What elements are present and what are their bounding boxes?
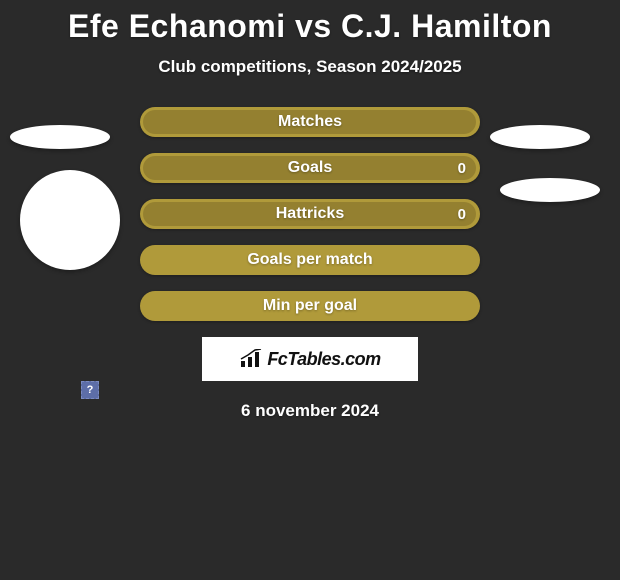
stat-bar: Hattricks 0	[140, 199, 480, 229]
player-left-shadow-1	[10, 125, 110, 149]
page-subtitle: Club competitions, Season 2024/2025	[0, 57, 620, 77]
player-left-avatar-placeholder	[20, 170, 120, 270]
stat-bar-label: Hattricks	[276, 205, 344, 223]
stat-bars: Matches Goals 0 Hattricks 0 Goals per match Mi…	[140, 107, 480, 321]
stat-bar-value: 0	[458, 206, 466, 223]
stat-bar: Matches	[140, 107, 480, 137]
stat-bar-label: Goals	[288, 159, 332, 177]
stat-bar-value: 0	[458, 160, 466, 177]
stat-bar: Min per goal	[140, 291, 480, 321]
stat-bar-label: Min per goal	[263, 297, 357, 315]
page-title: Efe Echanomi vs C.J. Hamilton	[0, 8, 620, 45]
stat-bar: Goals per match	[140, 245, 480, 275]
placeholder-icon	[81, 381, 99, 399]
comparison-card: Efe Echanomi vs C.J. Hamilton Club compe…	[0, 0, 620, 421]
snapshot-date: 6 november 2024	[0, 401, 620, 421]
stat-bar: Goals 0	[140, 153, 480, 183]
site-logo: FcTables.com	[202, 337, 418, 381]
stat-bar-label: Goals per match	[247, 251, 372, 269]
player-right-shadow-2	[500, 178, 600, 202]
logo-text: FcTables.com	[267, 349, 380, 370]
stat-bar-label: Matches	[278, 113, 342, 131]
player-right-shadow-1	[490, 125, 590, 149]
chart-icon	[239, 349, 263, 369]
